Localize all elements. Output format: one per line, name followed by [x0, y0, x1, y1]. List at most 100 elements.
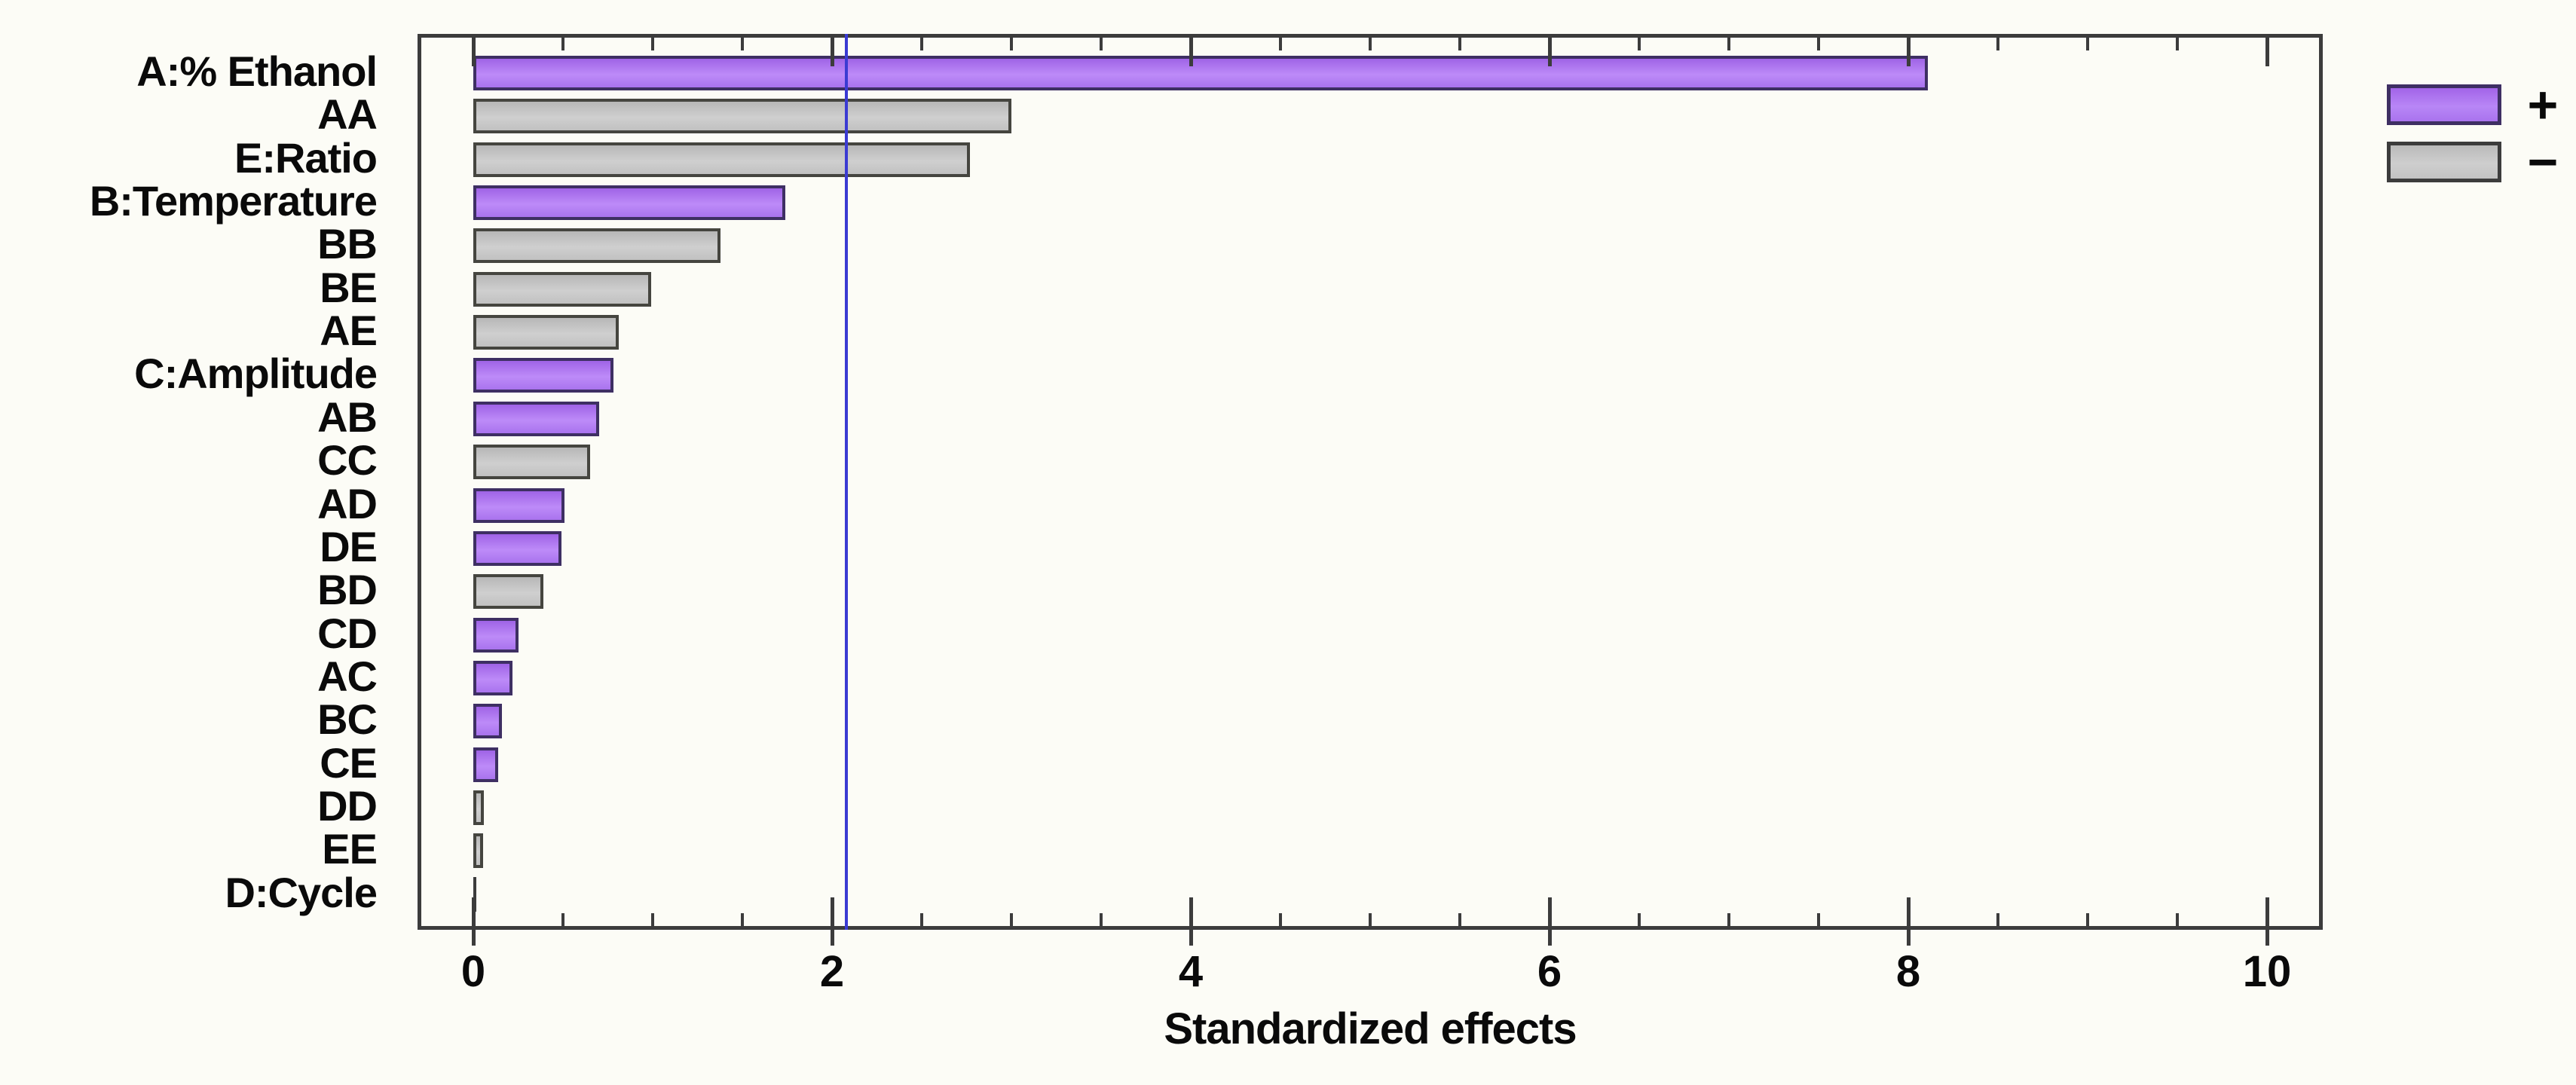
minor-tick-top	[1010, 38, 1013, 50]
bar-ae	[473, 315, 619, 350]
category-label: AC	[317, 652, 378, 700]
bar-d-cycle	[473, 876, 476, 912]
minor-tick-bottom	[561, 913, 564, 926]
bar-de	[473, 530, 561, 566]
minor-tick-bottom	[1279, 913, 1282, 926]
bar-cd	[473, 617, 519, 653]
major-tick-outer	[472, 926, 476, 946]
major-tick-top	[2265, 38, 2269, 66]
category-label: CE	[320, 738, 378, 787]
category-label: D:Cycle	[225, 868, 378, 916]
category-label: DE	[320, 522, 378, 570]
minor-tick-bottom	[1458, 913, 1461, 926]
minor-tick-top	[741, 38, 744, 50]
category-label: DD	[317, 781, 378, 830]
x-tick-label: 10	[2242, 947, 2292, 996]
major-tick-outer	[1907, 926, 1911, 946]
minor-tick-top	[2176, 38, 2179, 50]
bar-ac	[473, 660, 513, 695]
category-label: B:Temperature	[89, 177, 378, 225]
x-tick-label: 2	[819, 947, 845, 996]
major-tick-bottom	[1907, 897, 1911, 926]
major-tick-bottom	[2265, 897, 2269, 926]
category-label: E:Ratio	[234, 133, 378, 182]
category-label: BD	[317, 566, 378, 614]
minor-tick-top	[651, 38, 654, 50]
category-label: AB	[317, 393, 378, 441]
major-tick-outer	[1189, 926, 1193, 946]
legend-item-negative: −	[2387, 133, 2576, 191]
bar-a-ethanol	[473, 56, 1929, 90]
bar-bc	[473, 704, 503, 739]
legend-item-positive: +	[2387, 75, 2576, 134]
major-tick-top	[1907, 38, 1911, 66]
major-tick-top	[831, 38, 834, 66]
major-tick-top	[1189, 38, 1193, 66]
legend-label-negative: −	[2527, 133, 2559, 191]
minor-tick-top	[1638, 38, 1641, 50]
minor-tick-bottom	[1638, 913, 1641, 926]
minor-tick-top	[561, 38, 564, 50]
bar-e-ratio	[473, 142, 971, 177]
legend-swatch-negative	[2387, 142, 2501, 182]
major-tick-bottom	[1548, 897, 1552, 926]
minor-tick-top	[920, 38, 923, 50]
bar-bd	[473, 574, 543, 610]
x-axis-title: Standardized effects	[1164, 1004, 1577, 1053]
minor-tick-top	[1100, 38, 1103, 50]
major-tick-outer	[1548, 926, 1552, 946]
critical-t-reference-line	[845, 34, 849, 930]
bar-dd	[473, 790, 485, 825]
legend-swatch-positive	[2387, 84, 2501, 125]
minor-tick-bottom	[651, 913, 654, 926]
category-label: AA	[317, 90, 378, 139]
category-label: BC	[317, 695, 378, 744]
minor-tick-bottom	[1996, 913, 1999, 926]
bar-cc	[473, 445, 590, 480]
bar-bb	[473, 228, 721, 264]
category-label: EE	[322, 825, 378, 873]
minor-tick-top	[1727, 38, 1730, 50]
minor-tick-bottom	[2086, 913, 2089, 926]
minor-tick-top	[2086, 38, 2089, 50]
category-label: C:Amplitude	[134, 350, 378, 398]
category-label: CC	[317, 436, 378, 484]
bar-b-temperature	[473, 185, 786, 221]
bar-aa	[473, 99, 1011, 134]
major-tick-top	[1548, 38, 1552, 66]
major-tick-bottom	[1189, 897, 1193, 926]
x-tick-label: 8	[1895, 947, 1921, 996]
category-label: CD	[317, 609, 378, 657]
plot-area	[418, 34, 2323, 930]
minor-tick-bottom	[1100, 913, 1103, 926]
category-label: A:% Ethanol	[136, 47, 378, 95]
minor-tick-bottom	[920, 913, 923, 926]
minor-tick-top	[1996, 38, 1999, 50]
minor-tick-top	[1458, 38, 1461, 50]
major-tick-bottom	[472, 897, 476, 926]
major-tick-bottom	[831, 897, 834, 926]
bar-ce	[473, 747, 499, 782]
minor-tick-bottom	[2176, 913, 2179, 926]
major-tick-outer	[2265, 926, 2269, 946]
x-tick-label: 6	[1537, 947, 1562, 996]
minor-tick-bottom	[1010, 913, 1013, 926]
category-label: BE	[320, 263, 378, 311]
minor-tick-bottom	[1369, 913, 1372, 926]
category-label: AD	[317, 479, 378, 527]
bar-ad	[473, 487, 565, 523]
legend-label-positive: +	[2527, 75, 2559, 134]
bar-ab	[473, 401, 599, 436]
minor-tick-bottom	[1817, 913, 1820, 926]
minor-tick-bottom	[1727, 913, 1730, 926]
category-label: BB	[317, 220, 378, 268]
minor-tick-top	[1817, 38, 1820, 50]
x-tick-label: 4	[1178, 947, 1204, 996]
major-tick-outer	[831, 926, 834, 946]
minor-tick-top	[1369, 38, 1372, 50]
x-tick-label: 0	[460, 947, 486, 996]
bar-ee	[473, 833, 484, 869]
minor-tick-top	[1279, 38, 1282, 50]
major-tick-top	[472, 38, 476, 66]
